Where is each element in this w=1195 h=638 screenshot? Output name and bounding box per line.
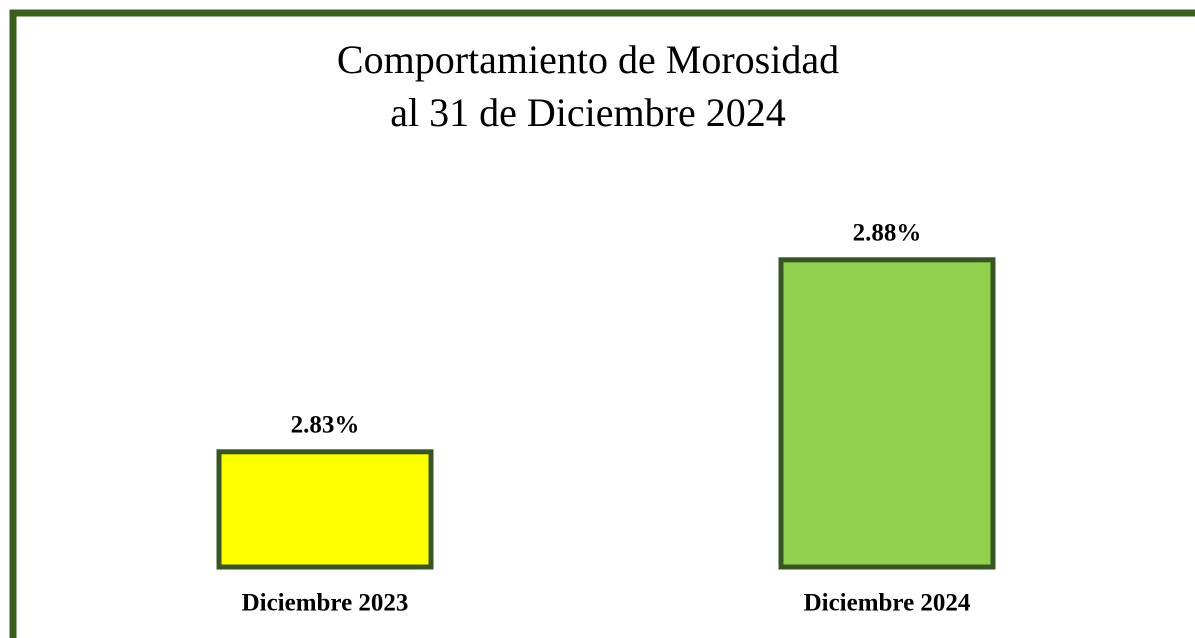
data-label: 2.83% — [291, 412, 360, 439]
bar — [216, 449, 434, 570]
frame — [9, 9, 1195, 638]
chart-title: al 31 de Diciembre 2024 — [390, 90, 785, 135]
x-tick-label: Diciembre 2023 — [242, 590, 409, 617]
chart-title: Comportamiento de Morosidad — [337, 37, 839, 82]
bar — [778, 257, 996, 570]
data-label: 2.88% — [853, 220, 922, 247]
x-tick-label: Diciembre 2024 — [804, 590, 971, 617]
